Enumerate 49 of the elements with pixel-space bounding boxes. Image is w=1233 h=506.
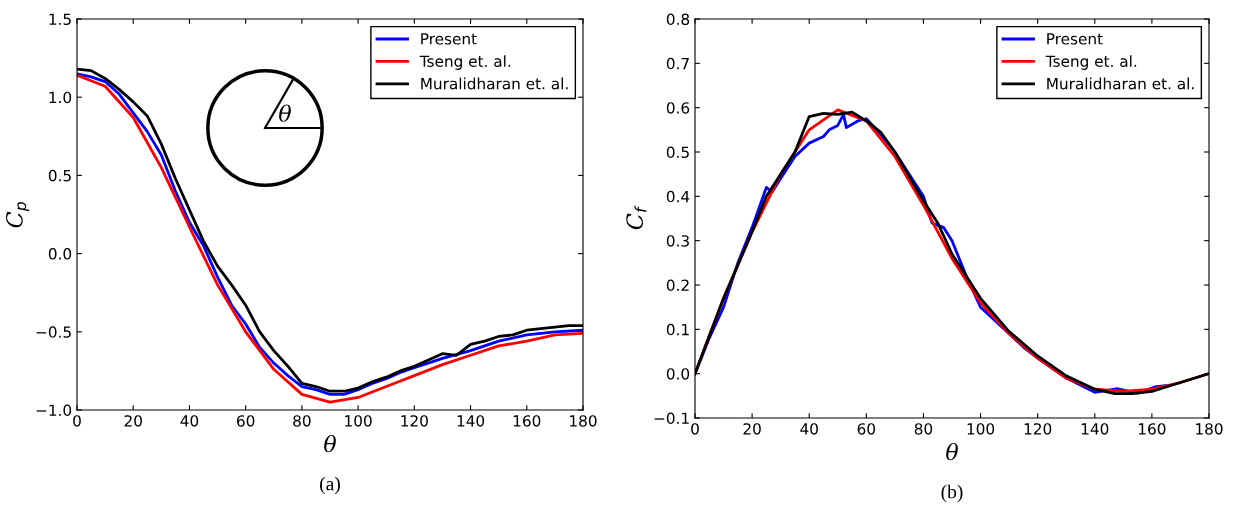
x-tick-label: 120 bbox=[1024, 423, 1052, 435]
y-tick-label: 0.1 bbox=[666, 323, 689, 336]
x-tick-label: 80 bbox=[914, 423, 933, 435]
y-tick-label: 0.0 bbox=[48, 248, 72, 260]
x-axis-title: θ bbox=[946, 442, 958, 461]
x-tick-label: 140 bbox=[457, 415, 485, 427]
y-axis-title: C$_{p}$ bbox=[5, 202, 30, 228]
y-tick-label: 0.8 bbox=[666, 13, 690, 26]
legend-label: Tseng et. al. bbox=[1045, 55, 1137, 70]
x-tick-label: 60 bbox=[237, 415, 255, 427]
legend-label: Muralidharan et. al. bbox=[1047, 77, 1194, 90]
y-tick-label: 0.6 bbox=[666, 102, 690, 114]
y-tick-label: 0.5 bbox=[666, 146, 689, 159]
legend-label: Present bbox=[1047, 33, 1103, 45]
x-tick-label: 0 bbox=[73, 415, 81, 427]
legend-label: Tseng et. al. bbox=[419, 55, 511, 70]
annotation: θ bbox=[279, 104, 291, 122]
y-tick-label: 1.0 bbox=[49, 91, 72, 104]
x-tick-label: 0 bbox=[691, 423, 699, 435]
x-tick-label: 120 bbox=[401, 415, 428, 427]
y-tick-label: 0.3 bbox=[666, 235, 689, 247]
x-tick-label: 180 bbox=[570, 415, 597, 427]
x-axis-title: θ bbox=[324, 434, 336, 453]
y-tick-label: 0.2 bbox=[666, 279, 689, 292]
x-tick-label: 80 bbox=[293, 415, 311, 427]
y-tick-label: 0.7 bbox=[666, 57, 689, 70]
y-tick-label: 0.4 bbox=[666, 190, 690, 203]
x-tick-label: 160 bbox=[513, 415, 541, 427]
x-tick-label: 20 bbox=[743, 423, 761, 435]
legend-label: Muralidharan et. al. bbox=[421, 77, 568, 90]
x-tick-label: 140 bbox=[1081, 423, 1109, 435]
x-tick-label: 160 bbox=[1138, 423, 1166, 435]
x-tick-label: 40 bbox=[800, 423, 818, 435]
y-tick-label: −0.1 bbox=[654, 412, 689, 425]
y-tick-label: 1.5 bbox=[49, 13, 71, 26]
x-tick-label: 60 bbox=[857, 423, 876, 435]
legend-label: Present bbox=[421, 33, 477, 45]
x-tick-label: 40 bbox=[180, 415, 199, 427]
text: (b) bbox=[941, 484, 963, 503]
x-tick-label: 180 bbox=[1196, 423, 1223, 435]
y-tick-label: 0.0 bbox=[666, 368, 690, 380]
text: (a) bbox=[320, 476, 340, 495]
x-tick-label: 100 bbox=[345, 415, 372, 427]
x-tick-label: 100 bbox=[967, 423, 995, 435]
y-axis-title: C$_{f}$ bbox=[626, 205, 647, 230]
y-tick-label: −0.5 bbox=[36, 326, 71, 338]
x-tick-label: 20 bbox=[124, 415, 142, 427]
y-tick-label: 0.5 bbox=[48, 169, 71, 182]
y-tick-label: −1.0 bbox=[36, 404, 72, 417]
